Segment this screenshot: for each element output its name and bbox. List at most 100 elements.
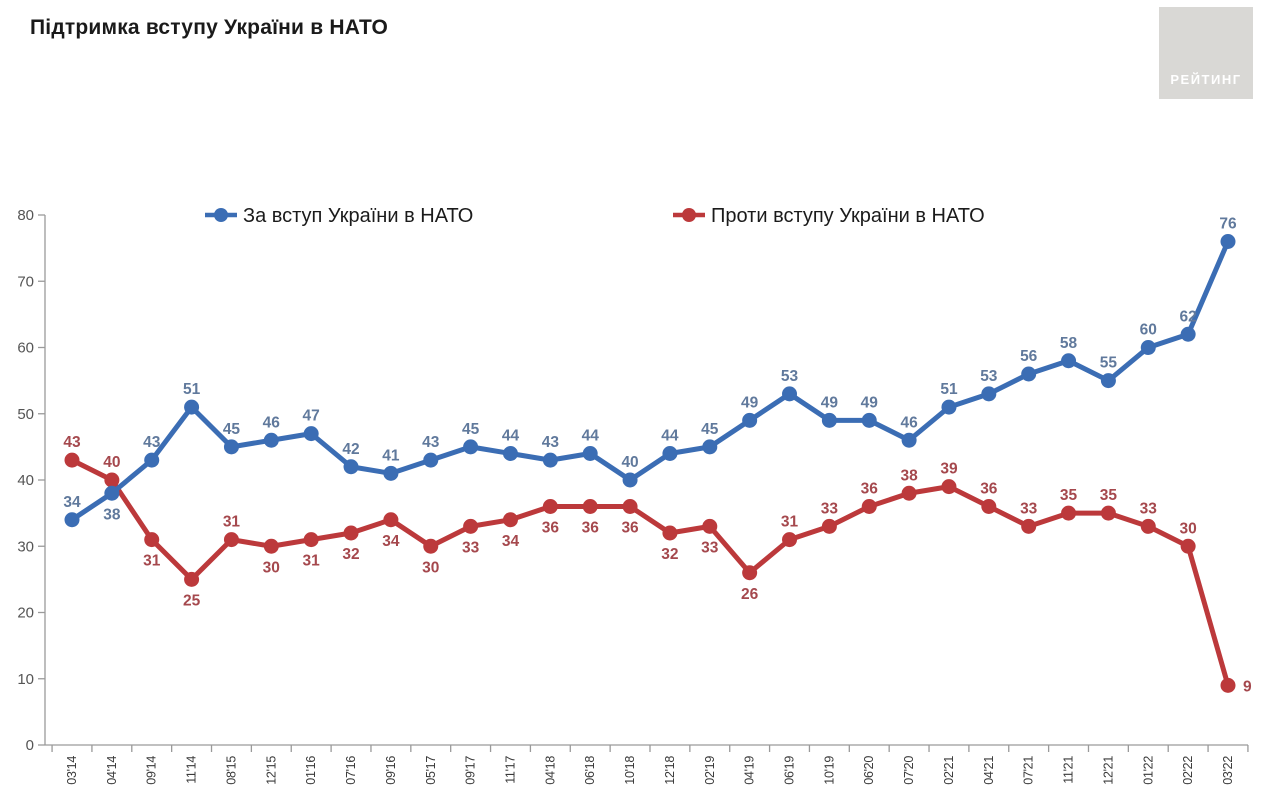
y-tick-label: 40 xyxy=(17,472,34,489)
page-title: Підтримка вступу України в НАТО xyxy=(30,16,389,39)
data-point xyxy=(1140,340,1156,355)
x-tick-label: 10'19 xyxy=(822,756,836,785)
data-point-label: 31 xyxy=(223,514,241,531)
data-point xyxy=(423,538,439,554)
series-line xyxy=(69,457,1231,688)
data-point-label: 36 xyxy=(980,481,998,498)
x-tick-label: 09'17 xyxy=(464,756,478,785)
legend-marker xyxy=(682,208,696,222)
data-point-label: 31 xyxy=(143,553,161,570)
data-point xyxy=(901,485,917,501)
data-point-label: 44 xyxy=(661,428,679,445)
data-point xyxy=(463,518,479,534)
data-point xyxy=(463,439,479,455)
x-tick-label: 01'16 xyxy=(304,756,318,785)
legend-marker xyxy=(214,208,228,222)
data-point-label: 30 xyxy=(263,559,280,576)
data-point xyxy=(1180,326,1196,342)
data-point-label: 42 xyxy=(342,441,359,458)
data-point-label: 30 xyxy=(1180,520,1197,537)
data-point xyxy=(582,499,598,514)
data-point xyxy=(383,512,399,528)
data-point xyxy=(223,532,239,548)
data-point xyxy=(1100,505,1116,521)
data-point-label: 76 xyxy=(1219,216,1237,233)
data-point xyxy=(1021,518,1037,534)
data-point xyxy=(383,465,399,481)
x-tick-label: 07'20 xyxy=(902,756,916,785)
data-point-label: 9 xyxy=(1243,678,1252,695)
data-point xyxy=(104,485,120,501)
x-tick-label: 02'22 xyxy=(1181,756,1195,785)
data-point xyxy=(622,499,638,514)
data-point xyxy=(782,386,798,402)
data-point xyxy=(742,412,758,428)
data-point-label: 43 xyxy=(143,434,161,451)
data-point xyxy=(981,386,997,402)
data-point xyxy=(343,525,359,541)
data-point xyxy=(861,499,877,514)
data-point-label: 36 xyxy=(861,481,879,498)
data-point xyxy=(702,439,718,455)
data-point-label: 34 xyxy=(382,533,400,550)
y-tick-label: 50 xyxy=(17,406,34,423)
data-point-label: 34 xyxy=(502,533,520,550)
data-point-label: 33 xyxy=(462,539,480,556)
data-point xyxy=(662,446,678,461)
data-point xyxy=(1140,518,1156,534)
data-point-label: 47 xyxy=(303,408,320,425)
x-tick-label: 04'21 xyxy=(982,756,996,785)
x-tick-label: 09'16 xyxy=(384,756,398,785)
legend-label: Проти вступу України в НАТО xyxy=(711,205,985,227)
data-point-label: 45 xyxy=(462,421,480,438)
rating-logo: РЕЙТИНГ xyxy=(1159,7,1253,99)
data-point xyxy=(662,525,678,541)
data-point xyxy=(1021,366,1037,382)
data-point-label: 39 xyxy=(940,461,958,478)
data-point-label: 44 xyxy=(582,428,600,445)
x-tick-label: 04'19 xyxy=(743,756,757,785)
data-point-label: 36 xyxy=(582,520,600,537)
data-point-label: 31 xyxy=(781,514,799,531)
data-point-label: 45 xyxy=(701,421,719,438)
x-tick-label: 08'15 xyxy=(224,756,238,785)
x-tick-label: 07'16 xyxy=(344,756,358,785)
data-point xyxy=(742,565,758,581)
data-point xyxy=(343,459,359,475)
data-point xyxy=(941,479,957,495)
x-tick-label: 09'14 xyxy=(145,756,159,785)
data-point-label: 26 xyxy=(741,586,759,603)
data-point-label: 46 xyxy=(263,414,281,431)
data-point xyxy=(941,399,957,415)
data-point xyxy=(1061,505,1077,521)
data-point-label: 45 xyxy=(223,421,241,438)
data-point xyxy=(263,432,279,448)
x-tick-label: 12'15 xyxy=(264,756,278,785)
data-point xyxy=(1180,538,1196,554)
y-tick-label: 30 xyxy=(17,538,34,555)
y-tick-label: 0 xyxy=(26,737,34,754)
x-tick-label: 12'18 xyxy=(663,756,677,785)
x-tick-label: 06'20 xyxy=(862,756,876,785)
data-point-label: 49 xyxy=(821,394,839,411)
data-point-label: 33 xyxy=(821,500,839,517)
data-point xyxy=(821,412,837,428)
data-point-label: 49 xyxy=(861,394,879,411)
data-point-label: 40 xyxy=(621,454,638,471)
data-point xyxy=(981,499,997,514)
x-tick-label: 02'19 xyxy=(703,756,717,785)
data-point xyxy=(1061,353,1077,369)
x-tick-label: 02'21 xyxy=(942,756,956,785)
data-point-label: 43 xyxy=(542,434,560,451)
data-point xyxy=(542,452,558,468)
y-tick-label: 60 xyxy=(17,340,34,357)
data-point-label: 38 xyxy=(900,467,918,484)
data-point-label: 35 xyxy=(1060,487,1078,504)
x-tick-label: 11'14 xyxy=(185,756,199,784)
data-point-label: 53 xyxy=(781,368,799,385)
data-point xyxy=(184,399,200,415)
data-point xyxy=(144,532,160,548)
data-point xyxy=(502,512,518,528)
y-tick-label: 20 xyxy=(17,605,34,622)
